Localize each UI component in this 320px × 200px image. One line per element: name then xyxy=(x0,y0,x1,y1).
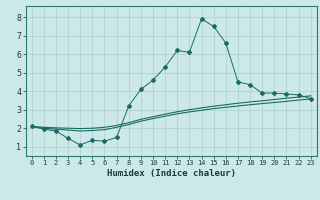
X-axis label: Humidex (Indice chaleur): Humidex (Indice chaleur) xyxy=(107,169,236,178)
